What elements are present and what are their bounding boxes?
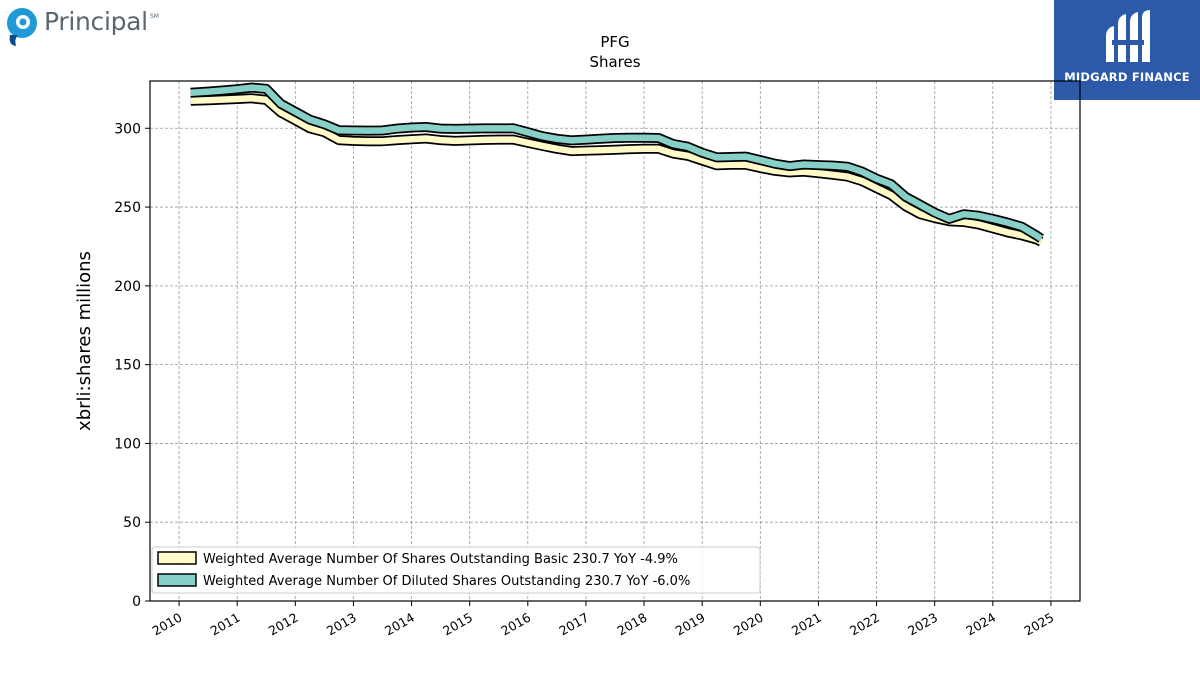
basic-series-band — [190, 95, 1043, 245]
service-mark: SM — [150, 13, 159, 20]
plot-frame — [149, 80, 1081, 602]
legend-label-basic: Weighted Average Number Of Shares Outsta… — [203, 552, 678, 567]
x-tick-label: 2019 — [673, 610, 708, 639]
midgard-wordmark: MIDGARD FINANCE — [1064, 70, 1190, 84]
y-axis-label: xbrli:shares millions — [74, 251, 95, 431]
legend: Weighted Average Number Of Shares Outsta… — [151, 546, 761, 594]
x-tick-label: 2011 — [208, 610, 243, 639]
midgard-finance-logo: MIDGARD FINANCE — [1054, 0, 1200, 100]
y-tick-label: 0 — [132, 594, 141, 610]
x-tick-label: 2010 — [150, 610, 185, 639]
x-tick-label: 2021 — [789, 610, 824, 639]
midgard-mark-icon — [1106, 10, 1150, 62]
principal-logo: Principal SM — [6, 5, 166, 47]
x-tick-label: 2017 — [556, 610, 591, 639]
y-tick-label: 300 — [114, 121, 141, 137]
x-tick-label: 2023 — [905, 610, 940, 639]
x-tick-label: 2025 — [1021, 610, 1056, 639]
x-tick-label: 2018 — [615, 610, 650, 639]
x-tick-label: 2014 — [382, 610, 417, 639]
y-tick-label: 150 — [114, 358, 141, 374]
y-tick-label: 100 — [114, 436, 141, 452]
legend-label-diluted: Weighted Average Number Of Diluted Share… — [203, 574, 690, 589]
principal-mark-icon — [7, 8, 37, 46]
x-tick-label: 2024 — [963, 610, 998, 639]
diluted-series-band — [190, 84, 1043, 242]
y-tick-label: 50 — [123, 515, 141, 531]
x-tick-label: 2022 — [847, 610, 882, 639]
x-tick-label: 2013 — [324, 610, 359, 639]
y-tick-label: 200 — [114, 279, 141, 295]
x-tick-label: 2015 — [440, 610, 475, 639]
x-tick-label: 2012 — [266, 610, 301, 639]
legend-swatch-basic — [157, 551, 197, 565]
x-tick-label: 2016 — [498, 610, 533, 639]
legend-box — [151, 546, 761, 594]
chart-subtitle: Shares — [589, 53, 640, 71]
gridlines — [150, 81, 1080, 602]
chart-title: PFG — [600, 33, 629, 51]
principal-wordmark: Principal — [44, 7, 148, 36]
x-tick-label: 2020 — [731, 610, 766, 639]
y-tick-label: 250 — [114, 200, 141, 216]
series-bands — [190, 82, 1044, 247]
legend-swatch-diluted — [157, 573, 197, 587]
